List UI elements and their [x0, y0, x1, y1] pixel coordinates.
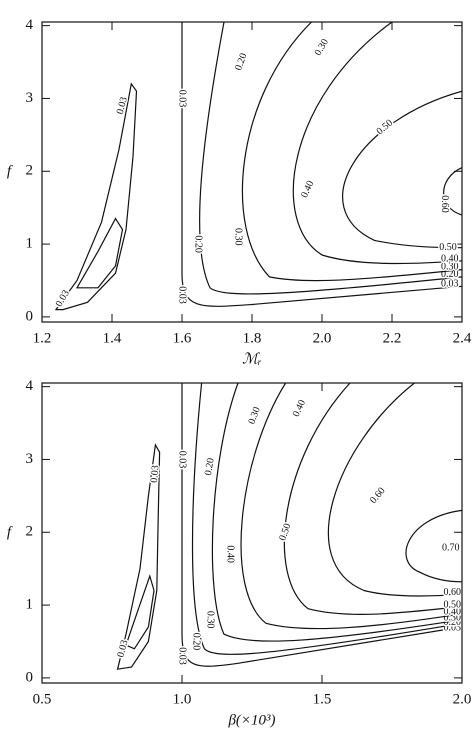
x-tick-label: 1.6 [173, 330, 192, 346]
contour-label: 0.30 [233, 228, 244, 246]
contour-label: 0.70 [442, 543, 460, 554]
contour-label: 0.03 [177, 451, 188, 469]
contour-label: 0.20 [192, 235, 203, 253]
contour-label: 0.60 [443, 587, 461, 598]
contour-label: 0.50 [277, 522, 293, 542]
x-tick-label: 2.0 [453, 691, 472, 707]
contour-line [116, 443, 161, 670]
contour-label: 0.03 [441, 278, 459, 289]
y-tick-label: 3 [26, 90, 34, 106]
contour-line [283, 383, 462, 615]
y-axis-label: f [7, 163, 13, 179]
contour-line [327, 383, 462, 597]
y-tick-label: 0 [26, 669, 34, 685]
contour-line [292, 22, 462, 265]
x-tick-label: 2.4 [453, 330, 472, 346]
contour-label: 0.40 [291, 398, 308, 419]
contour-label: 0.30 [441, 262, 459, 273]
contour-label: 0.03 [177, 90, 188, 108]
y-axis-label: f [7, 524, 13, 540]
y-tick-label: 2 [26, 163, 34, 179]
contour-label: 0.20 [443, 617, 461, 628]
y-tick-label: 1 [26, 236, 34, 252]
contour-label: 0.50 [439, 242, 457, 253]
contour-label: 0.40 [299, 179, 316, 200]
x-tick-label: 1.0 [173, 691, 192, 707]
contour-line [240, 383, 462, 630]
contours: 0.030.030.030.030.030.200.200.200.300.30… [52, 22, 462, 311]
panel: 1.2 1.4 1.6 1.8 2.0 2.2 2.4 0 1 2 3 4 ℳᵣ f 0.03 0.03 0.0… [7, 17, 472, 367]
x-tick-label: 1.4 [103, 330, 122, 346]
contour-label: 0.30 [313, 37, 331, 58]
contour-line [342, 90, 462, 249]
plot-frame [41, 21, 463, 323]
contour-label: 0.30 [205, 611, 216, 629]
x-tick-label: 0.5 [33, 691, 52, 707]
y-tick-label: 0 [26, 308, 34, 324]
contours: 0.030.030.030.030.030.200.200.200.300.30… [114, 383, 462, 670]
contour-line [199, 22, 462, 295]
x-tick-label: 2.2 [383, 330, 402, 346]
x-tick-label: 2.0 [313, 330, 332, 346]
contour-line [181, 22, 462, 307]
contour-line [443, 167, 462, 216]
x-tick-label: 1.8 [243, 330, 262, 346]
plot-frame [41, 382, 463, 684]
contour-label: 0.60 [368, 485, 388, 505]
panel: 0.5 1.0 1.5 2.0 0 1 2 3 4 β(×10³) f 0.03 0.03 0.03 0.0… [7, 378, 471, 728]
contour-line [241, 22, 462, 282]
contour-line [75, 217, 124, 289]
contour-label: 0.30 [246, 406, 262, 426]
contour-line [211, 383, 462, 642]
x-axis-label: ℳᵣ [242, 351, 262, 367]
contour-label: 0.20 [191, 633, 202, 651]
contour-label: 0.40 [224, 545, 235, 563]
y-tick-label: 2 [26, 524, 34, 540]
y-tick-label: 1 [26, 597, 34, 613]
x-tick-label: 1.2 [33, 330, 52, 346]
x-tick-label: 1.5 [313, 691, 332, 707]
contour-line [54, 82, 138, 311]
contour-label: 0.50 [443, 599, 461, 610]
contour-line [191, 383, 462, 655]
y-tick-label: 4 [26, 17, 34, 33]
y-tick-label: 3 [26, 451, 34, 467]
contour-label: 0.03 [177, 286, 188, 304]
contour-label: 0.03 [115, 96, 130, 116]
contour-line [125, 574, 155, 650]
y-tick-label: 4 [26, 378, 34, 394]
contour-label: 0.03 [115, 639, 130, 659]
contour-label: 0.20 [233, 52, 249, 72]
contour-label: 0.20 [203, 457, 217, 476]
contour-label: 0.03 [177, 647, 188, 665]
contour-label: 0.03 [149, 465, 161, 483]
contour-label: 0.40 [441, 254, 459, 265]
contour-label: 0.60 [439, 195, 450, 213]
contour-line [405, 509, 462, 583]
contour-line [181, 383, 462, 667]
x-axis-label: β(×10³) [227, 712, 275, 728]
